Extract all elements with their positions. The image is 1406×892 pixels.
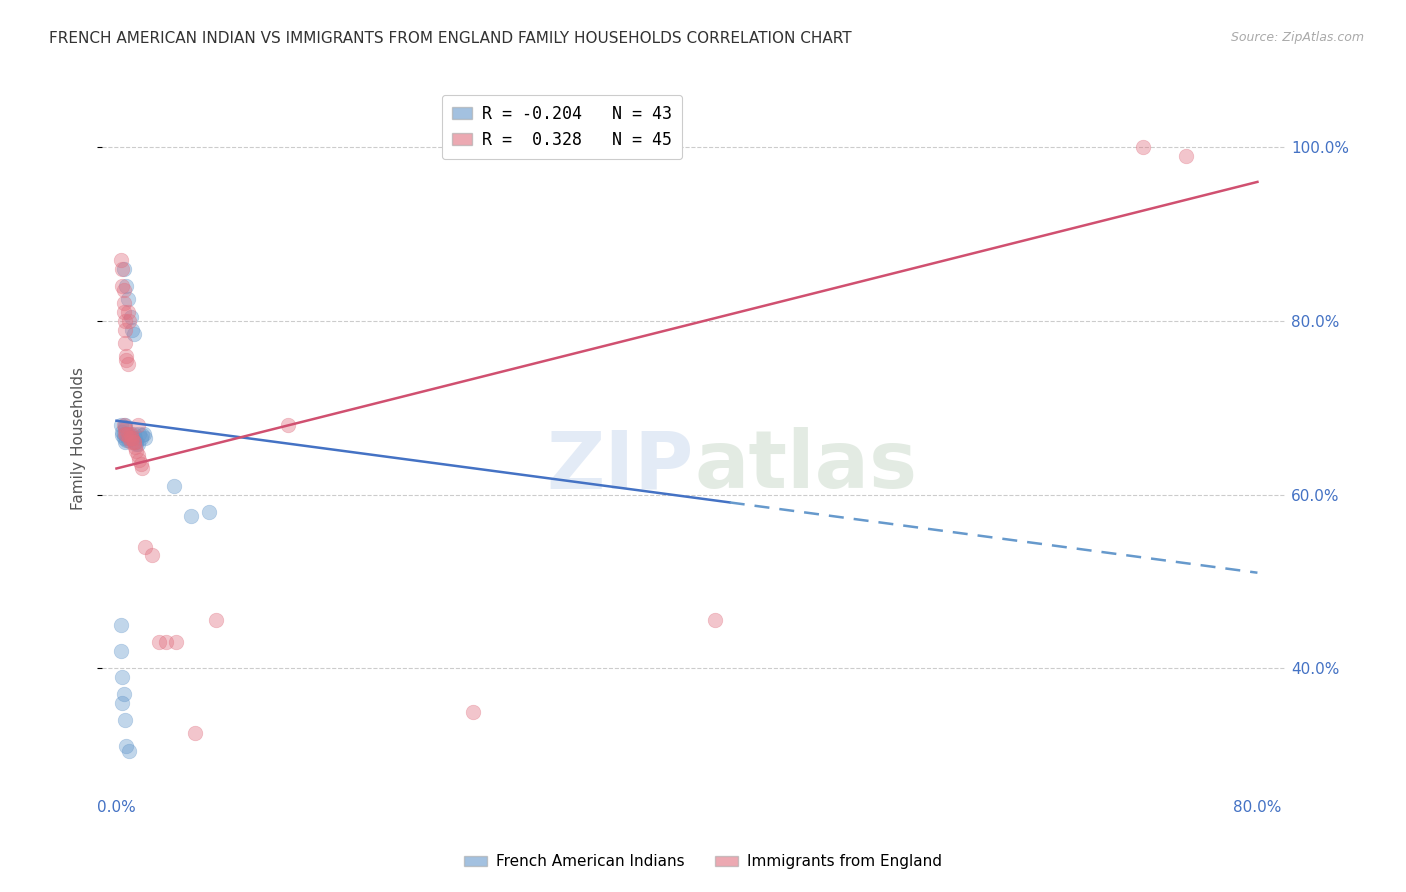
- Point: [117, 305, 139, 319]
- Point: [704, 614, 727, 628]
- Point: [205, 614, 228, 628]
- Point: [117, 431, 139, 445]
- Point: [127, 418, 149, 433]
- Point: [122, 435, 145, 450]
- Point: [115, 739, 138, 754]
- Point: [128, 426, 150, 441]
- Y-axis label: Family Households: Family Households: [72, 367, 86, 509]
- Point: [112, 284, 135, 298]
- Point: [118, 428, 141, 442]
- Point: [277, 418, 299, 433]
- Point: [120, 428, 142, 442]
- Point: [128, 452, 150, 467]
- Point: [461, 705, 484, 719]
- Point: [111, 425, 134, 439]
- Point: [129, 431, 152, 445]
- Point: [117, 433, 139, 447]
- Point: [115, 349, 138, 363]
- Point: [124, 431, 146, 445]
- Point: [155, 635, 177, 649]
- Point: [121, 431, 143, 445]
- Point: [117, 357, 139, 371]
- Point: [134, 540, 156, 554]
- Point: [120, 426, 142, 441]
- Point: [125, 444, 148, 458]
- Point: [118, 744, 141, 758]
- Text: Source: ZipAtlas.com: Source: ZipAtlas.com: [1230, 31, 1364, 45]
- Point: [111, 670, 134, 684]
- Point: [131, 461, 153, 475]
- Point: [124, 440, 146, 454]
- Point: [110, 617, 132, 632]
- Point: [118, 314, 141, 328]
- Point: [112, 687, 135, 701]
- Point: [117, 426, 139, 441]
- Point: [111, 261, 134, 276]
- Point: [115, 279, 138, 293]
- Point: [125, 437, 148, 451]
- Point: [162, 479, 184, 493]
- Point: [114, 322, 136, 336]
- Point: [127, 449, 149, 463]
- Point: [120, 431, 142, 445]
- Point: [115, 426, 138, 441]
- Point: [122, 435, 145, 450]
- Point: [141, 549, 163, 563]
- Text: ZIP: ZIP: [547, 427, 695, 505]
- Point: [125, 435, 148, 450]
- Point: [148, 635, 170, 649]
- Point: [184, 726, 207, 740]
- Point: [1132, 140, 1154, 154]
- Point: [121, 431, 143, 445]
- Point: [120, 310, 142, 324]
- Text: FRENCH AMERICAN INDIAN VS IMMIGRANTS FROM ENGLAND FAMILY HOUSEHOLDS CORRELATION : FRENCH AMERICAN INDIAN VS IMMIGRANTS FRO…: [49, 31, 852, 46]
- Point: [110, 418, 132, 433]
- Point: [165, 635, 187, 649]
- Point: [114, 335, 136, 350]
- Point: [131, 428, 153, 442]
- Point: [134, 431, 156, 445]
- Point: [114, 419, 136, 434]
- Legend: R = -0.204   N = 43, R =  0.328   N = 45: R = -0.204 N = 43, R = 0.328 N = 45: [441, 95, 682, 159]
- Point: [111, 696, 134, 710]
- Point: [120, 435, 142, 450]
- Point: [112, 261, 135, 276]
- Point: [118, 431, 141, 445]
- Point: [112, 305, 135, 319]
- Point: [122, 326, 145, 341]
- Point: [117, 292, 139, 306]
- Point: [114, 422, 136, 436]
- Point: [112, 426, 135, 441]
- Point: [114, 435, 136, 450]
- Point: [114, 426, 136, 441]
- Point: [127, 437, 149, 451]
- Point: [115, 433, 138, 447]
- Point: [112, 418, 135, 433]
- Point: [180, 509, 202, 524]
- Point: [124, 435, 146, 450]
- Point: [111, 279, 134, 293]
- Point: [112, 431, 135, 445]
- Legend: French American Indians, Immigrants from England: French American Indians, Immigrants from…: [458, 848, 948, 875]
- Point: [115, 426, 138, 441]
- Point: [115, 353, 138, 368]
- Point: [198, 505, 221, 519]
- Point: [114, 714, 136, 728]
- Point: [121, 322, 143, 336]
- Point: [110, 253, 132, 268]
- Point: [122, 426, 145, 441]
- Point: [129, 457, 152, 471]
- Point: [1175, 149, 1198, 163]
- Point: [114, 418, 136, 433]
- Point: [112, 296, 135, 310]
- Point: [132, 426, 155, 441]
- Text: atlas: atlas: [695, 427, 917, 505]
- Point: [110, 644, 132, 658]
- Point: [111, 428, 134, 442]
- Point: [114, 314, 136, 328]
